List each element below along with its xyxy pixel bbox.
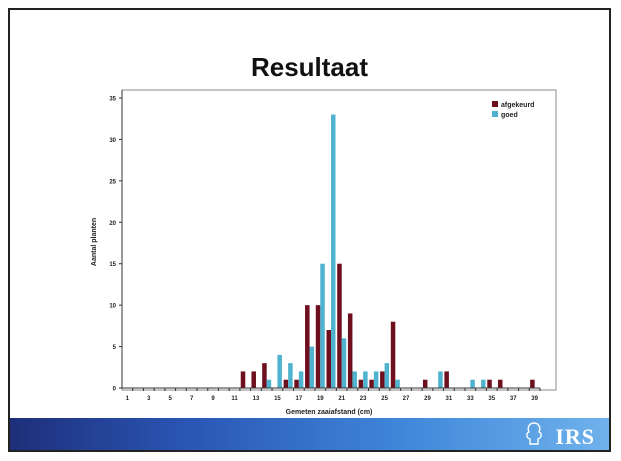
bar-afgekeurd-16 [283, 379, 289, 388]
bar-afgekeurd-26 [390, 321, 396, 388]
bar-afgekeurd-21 [337, 263, 342, 388]
x-tick-label: 5 [169, 396, 173, 402]
legend-label-goed: goed [501, 112, 518, 119]
irs-logo: IRS [555, 424, 595, 449]
y-tick-label: 25 [109, 179, 116, 185]
slide-title: Resultaat [250, 52, 369, 82]
legend-swatch-afgekeurd [492, 101, 498, 107]
x-tick-label: 11 [231, 396, 238, 402]
x-tick-label: 25 [381, 396, 388, 402]
irs-logo-icon [526, 422, 542, 445]
bar-afgekeurd-36 [497, 379, 503, 388]
y-axis-label: Aantal planten [91, 218, 98, 266]
bar-goed-18 [309, 346, 315, 388]
y-tick-label: 20 [109, 221, 116, 227]
bar-goed-22 [352, 371, 357, 388]
footer-bar: IRS [10, 418, 609, 450]
bar-goed-24 [373, 371, 379, 388]
bar-afgekeurd-14 [262, 363, 267, 388]
legend-label-afgekeurd: afgekeurd [501, 102, 534, 109]
bar-goed-33 [470, 379, 475, 388]
bar-afgekeurd-31 [444, 371, 449, 388]
x-tick-label: 37 [510, 396, 517, 402]
y-tick-label: 5 [113, 345, 117, 351]
y-tick-label: 30 [109, 138, 116, 144]
bar-afgekeurd-25 [380, 371, 385, 388]
x-tick-label: 21 [338, 396, 345, 402]
bar-goed-26 [395, 379, 400, 388]
x-tick-label: 27 [403, 396, 410, 402]
bar-goed-23 [363, 371, 368, 388]
bar-afgekeurd-29 [422, 379, 428, 388]
bar-afgekeurd-20 [326, 330, 331, 388]
x-tick-label: 9 [211, 396, 215, 402]
x-axis: 1 3 5 7 9 11 13 15 17 19 21 23 25 27 29 31 33 35 37 39 [126, 388, 541, 402]
bar-goed-30 [438, 371, 443, 388]
y-tick-label: 35 [109, 97, 116, 103]
x-axis-label: Gemeten zaaiafstand (cm) [286, 409, 373, 416]
x-tick-label: 3 [147, 396, 151, 402]
bar-afgekeurd-39 [530, 379, 535, 388]
bar-afgekeurd-18 [305, 305, 310, 388]
x-tick-label: 1 [126, 396, 130, 402]
bar-afgekeurd-12 [240, 371, 246, 388]
bar-afgekeurd-13 [251, 371, 256, 388]
bar-goed-16 [288, 363, 293, 388]
x-tick-label: 39 [531, 396, 538, 402]
x-tick-label: 15 [274, 396, 281, 402]
bar-goed-25 [384, 363, 390, 388]
bar-goed-19 [320, 263, 325, 388]
x-tick-label: 13 [253, 396, 260, 402]
y-tick-label: 0 [113, 387, 117, 393]
bar-afgekeurd-22 [347, 313, 353, 388]
bar-goed-21 [341, 338, 347, 388]
legend-swatch-goed [492, 111, 498, 117]
x-tick-label: 17 [296, 396, 303, 402]
bar-goed-15 [277, 354, 282, 388]
bar-afgekeurd-35 [487, 379, 492, 388]
x-tick-label: 7 [190, 396, 194, 402]
bar-goed-20 [331, 114, 336, 388]
bar-afgekeurd-23 [358, 379, 364, 388]
x-tick-label: 33 [467, 396, 474, 402]
bars [240, 114, 535, 388]
bar-goed-14 [266, 379, 272, 388]
y-axis: 0 5 10 15 20 25 30 35 [109, 97, 122, 393]
x-tick-label: 23 [360, 396, 367, 402]
bar-afgekeurd-19 [315, 305, 321, 388]
x-tick-label: 35 [488, 396, 495, 402]
bar-afgekeurd-17 [294, 379, 299, 388]
x-tick-label: 29 [424, 396, 431, 402]
y-tick-label: 15 [109, 262, 116, 268]
slide: Resultaat 0 5 10 15 20 25 30 35 1 3 5 7 9 11 13 15 17 19… [8, 8, 611, 452]
bar-goed-34 [481, 379, 486, 388]
y-tick-label: 10 [109, 304, 116, 310]
x-tick-label: 19 [317, 396, 324, 402]
bar-goed-17 [298, 371, 304, 388]
bar-afgekeurd-24 [369, 379, 374, 388]
legend: afgekeurd goed [492, 101, 534, 119]
x-tick-label: 31 [446, 396, 453, 402]
